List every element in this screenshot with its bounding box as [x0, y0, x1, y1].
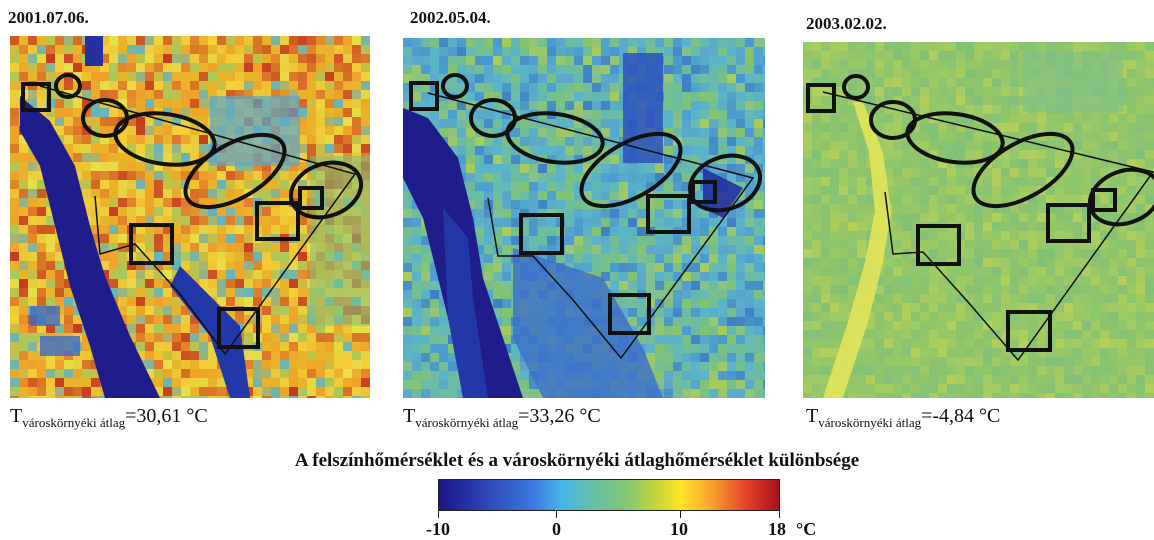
- tick-label-18: 18: [768, 519, 786, 539]
- panel-1-temp-subscript: városkörnyéki átlag: [22, 415, 126, 430]
- color-scale-bar: [438, 479, 780, 511]
- tick-label-0: 0: [552, 519, 561, 539]
- panel-1-temp-symbol: T: [10, 405, 23, 427]
- panel-3-temp-subscript: városkörnyéki átlag: [818, 415, 922, 430]
- color-scale-ticks: [438, 510, 780, 518]
- panel-3-temp-value: =-4,84 °C: [921, 405, 1001, 427]
- tick-label-minus10: -10: [426, 519, 450, 539]
- tick-0: [556, 510, 557, 518]
- panel-3-average-temp: Tvároskörnyéki átlag=-4,84 °C: [806, 405, 1000, 431]
- thermal-map-2002: [403, 38, 765, 398]
- thermal-map-2003: [803, 42, 1154, 398]
- panel-1-date: 2001.07.06.: [8, 8, 89, 27]
- thermal-map-2002-canvas: [403, 38, 765, 398]
- river-shape: [823, 102, 891, 398]
- thermal-map-2003-canvas: [803, 42, 1154, 398]
- thermal-map-2001-canvas: [10, 36, 370, 398]
- panel-2-average-temp: Tvároskörnyéki átlag=33,26 °C: [403, 405, 601, 431]
- river-shape: [20, 96, 160, 398]
- panel-2-temp-subscript: városkörnyéki átlag: [415, 415, 519, 430]
- unit-label: °C: [796, 519, 817, 539]
- thermal-map-2001: [10, 36, 370, 398]
- panel-2-date: 2002.05.04.: [410, 8, 491, 27]
- panel-2-temp-value: =33,26 °C: [518, 405, 601, 427]
- legend-title: A felszínhőmérséklet és a városkörnyéki …: [294, 450, 860, 471]
- panel-2-temp-symbol: T: [403, 405, 416, 427]
- panel-1-temp-value: =30,61 °C: [125, 405, 208, 427]
- panel-1-average-temp: Tvároskörnyéki átlag=30,61 °C: [10, 405, 208, 431]
- tick-10: [680, 510, 681, 518]
- panel-3-temp-symbol: T: [806, 405, 819, 427]
- tick-label-10: 10: [670, 519, 688, 539]
- panel-3-date: 2003.02.02.: [806, 14, 887, 33]
